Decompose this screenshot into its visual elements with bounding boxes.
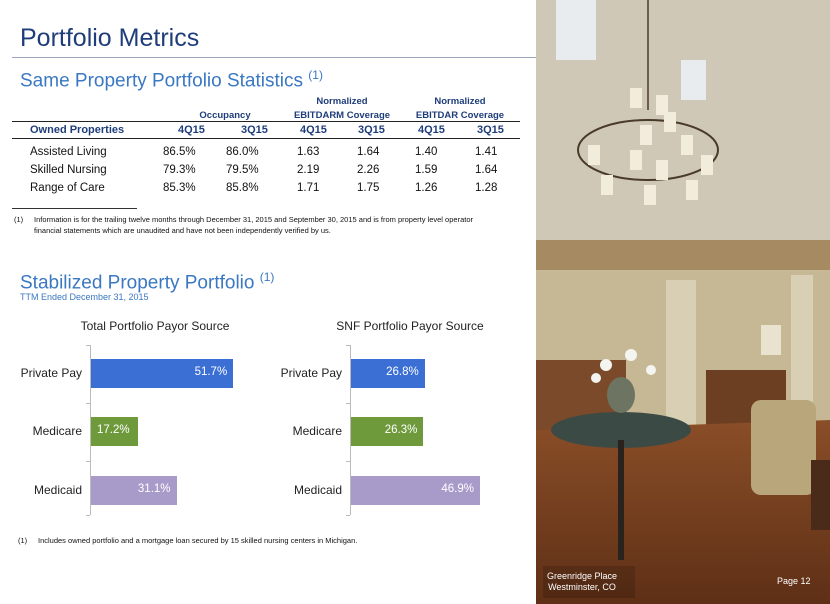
page-title: Portfolio Metrics: [20, 24, 200, 52]
chart-footnote-text: Includes owned portfolio and a mortgage …: [38, 536, 358, 545]
data-label: 26.3%: [384, 424, 418, 436]
table-cell: 1.41: [475, 146, 498, 158]
axis-tick: [346, 515, 350, 516]
group-normalized-1: Normalized: [316, 96, 368, 107]
stabilized-heading: Stabilized Property Portfolio (1): [20, 270, 274, 294]
footnote-divider: [12, 208, 137, 209]
statistics-heading: Same Property Portfolio Statistics (1): [20, 68, 323, 92]
axis-tick: [86, 403, 90, 404]
table-cell: 1.26: [415, 182, 438, 194]
table-cell: 79.3%: [163, 164, 196, 176]
table-cell: 2.19: [297, 164, 320, 176]
table-cell: 1.75: [357, 182, 380, 194]
photo-caption-line-2: Westminster, CO: [548, 582, 616, 592]
bar-medicaid: 31.1%: [91, 476, 177, 505]
table-cell: 86.0%: [226, 146, 259, 158]
col-owned-properties: Owned Properties: [30, 124, 125, 136]
category-label: Medicaid: [293, 483, 342, 497]
table-cell: 1.59: [415, 164, 438, 176]
table-cell: 1.40: [415, 146, 438, 158]
col-3q15-occ: 3Q15: [241, 124, 268, 136]
category-label: Private Pay: [280, 366, 342, 380]
category-label: Medicare: [32, 424, 82, 438]
chart-title: Total Portfolio Payor Source: [80, 319, 230, 333]
table-cell: 85.8%: [226, 182, 259, 194]
table-cell: 1.71: [297, 182, 320, 194]
table-cell: 1.28: [475, 182, 498, 194]
group-ebitdar: EBITDAR Coverage: [415, 110, 505, 121]
group-normalized-2: Normalized: [434, 96, 486, 107]
table-cell: 2.26: [357, 164, 380, 176]
table-cell: 79.5%: [226, 164, 259, 176]
category-label: Medicaid: [33, 483, 82, 497]
chart-title: SNF Portfolio Payor Source: [336, 319, 484, 333]
row-label: Range of Care: [30, 182, 105, 194]
axis-tick: [346, 461, 350, 462]
bar-private-pay: 26.8%: [351, 359, 425, 388]
bar-medicaid: 46.9%: [351, 476, 480, 505]
data-label: 51.7%: [194, 366, 228, 378]
footnote-line-2: financial statements which are unaudited…: [34, 226, 331, 235]
axis-tick: [86, 345, 90, 346]
table-cell: 1.64: [357, 146, 380, 158]
table-header-row: Owned Properties 4Q15 3Q15 4Q15 3Q15 4Q1…: [12, 121, 520, 139]
axis-tick: [86, 515, 90, 516]
statistics-heading-text: Same Property Portfolio Statistics: [20, 70, 309, 92]
axis-tick: [346, 403, 350, 404]
category-label: Medicare: [292, 424, 342, 438]
col-4q15-ebitdar: 4Q15: [418, 124, 445, 136]
stabilized-subtitle: TTM Ended December 31, 2015: [20, 292, 149, 302]
data-label: 31.1%: [137, 483, 171, 495]
bar-medicare: 17.2%: [91, 417, 139, 446]
category-label: Private Pay: [20, 366, 82, 380]
data-label: 17.2%: [97, 424, 130, 436]
chart-axis: [90, 345, 91, 515]
stabilized-heading-note: (1): [259, 270, 275, 284]
table-cell: 85.3%: [163, 182, 196, 194]
col-3q15-ebitdar: 3Q15: [477, 124, 504, 136]
statistics-heading-note: (1): [308, 68, 323, 82]
data-label: 46.9%: [441, 483, 474, 495]
col-4q15-ebitdarm: 4Q15: [300, 124, 327, 136]
photo-caption: Greenridge Place Westminster, CO: [536, 571, 628, 593]
table-cell: 1.63: [297, 146, 320, 158]
photo-caption-line-1: Greenridge Place: [546, 571, 618, 581]
footnote-line-1: Information is for the trailing twelve m…: [34, 215, 473, 224]
table-cell: 86.5%: [163, 146, 196, 158]
page-number: Page 12: [777, 576, 811, 586]
lobby-photo: [536, 0, 830, 604]
axis-tick: [86, 461, 90, 462]
chart-axis: [350, 345, 351, 515]
data-label: 26.8%: [386, 366, 419, 378]
col-4q15-occ: 4Q15: [178, 124, 205, 136]
axis-tick: [346, 345, 350, 346]
chart-footnote-number: (1): [18, 536, 28, 545]
group-occupancy: Occupancy: [199, 110, 251, 121]
col-3q15-ebitdarm: 3Q15: [358, 124, 385, 136]
row-label: Skilled Nursing: [30, 164, 107, 176]
bar-private-pay: 51.7%: [91, 359, 234, 388]
bar-medicare: 26.3%: [351, 417, 424, 446]
stabilized-heading-text: Stabilized Property Portfolio: [20, 272, 260, 294]
row-label: Assisted Living: [30, 146, 107, 158]
table-cell: 1.64: [475, 164, 498, 176]
footnote-number: (1): [14, 215, 24, 224]
group-ebitdarm: EBITDARM Coverage: [293, 110, 391, 121]
title-divider: [12, 57, 536, 58]
